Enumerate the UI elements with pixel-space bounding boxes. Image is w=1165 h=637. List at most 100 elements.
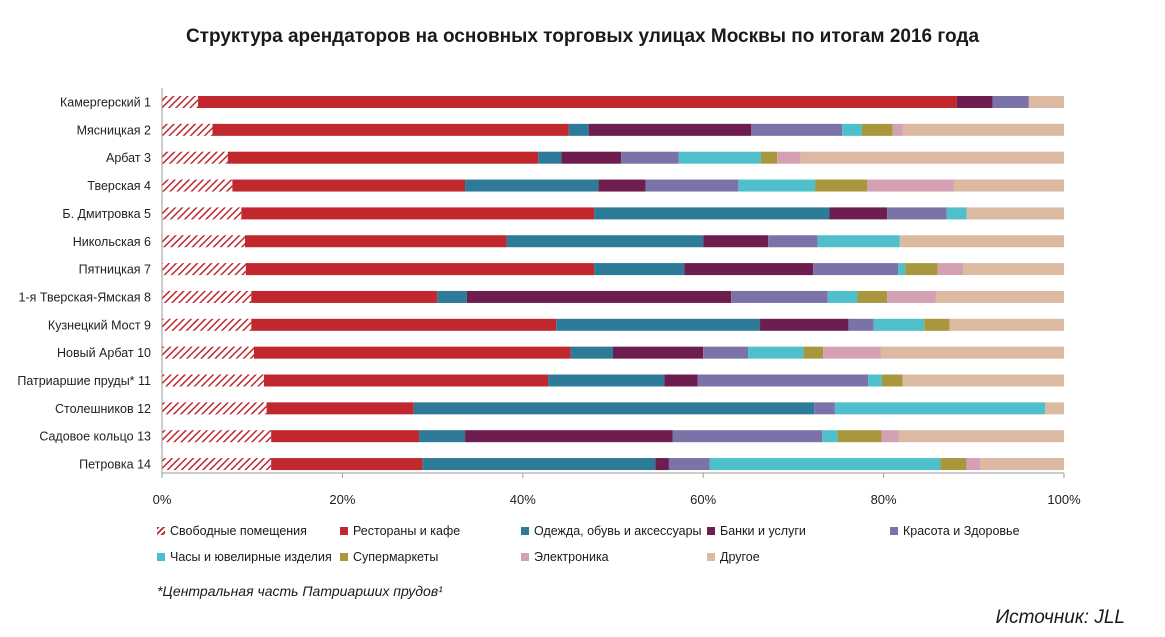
bar-segment-series-8: [935, 290, 1064, 303]
bar-segment-series-8: [902, 123, 1064, 136]
bar-segment-series-6: [881, 374, 903, 387]
category-label: 1-я Тверская-Ямская 8: [19, 290, 152, 304]
legend-item: Рестораны и кафе: [340, 524, 460, 538]
bar-segment-series-1: [241, 207, 595, 220]
bar-segment-series-8: [980, 458, 1064, 471]
bar-segment-series-2: [570, 346, 613, 359]
category-label: Тверская 4: [87, 179, 151, 193]
x-tick-label: 20%: [329, 492, 355, 507]
bar-segment-series-1: [232, 179, 466, 192]
bar-segment-series-1: [245, 263, 595, 276]
bar-segment-series-6: [803, 346, 824, 359]
bar-segment-series-1: [263, 374, 549, 387]
category-label: Пятницкая 7: [79, 263, 151, 277]
bar-segment-series-1: [251, 290, 438, 303]
bar-segment-series-4: [992, 96, 1029, 108]
bar-segment-series-2: [506, 235, 704, 248]
x-tick-label: 40%: [510, 492, 536, 507]
bar-segment-series-1: [271, 430, 420, 443]
legend-label: Одежда, обувь и аксессуары: [534, 524, 702, 538]
bar-segment-series-3: [465, 430, 673, 443]
bar-segment-series-8: [902, 374, 1064, 387]
bar-segment-series-4: [813, 263, 899, 276]
bar-segment-series-5: [678, 151, 761, 164]
bar-segment-series-5: [709, 458, 941, 471]
bar-segment-series-4: [751, 123, 843, 136]
legend-label: Супермаркеты: [353, 550, 439, 564]
bar-segment-series-4: [814, 402, 835, 415]
bar-segment-series-0: [162, 235, 245, 248]
legend-swatch: [521, 553, 529, 561]
bars-layer: [162, 96, 1064, 471]
bar-segment-series-8: [966, 207, 1064, 220]
bar-segment-series-7: [892, 123, 903, 136]
legend-label: Электроника: [534, 550, 609, 564]
legend-label: Рестораны и кафе: [353, 524, 461, 538]
bar-segment-series-3: [829, 207, 888, 220]
bar-segment-series-7: [881, 430, 899, 443]
bar-segment-series-3: [466, 290, 732, 303]
bar-segment-series-6: [857, 290, 888, 303]
bar-segment-series-4: [645, 179, 739, 192]
bar-segment-series-6: [861, 123, 893, 136]
x-tick-label: 80%: [871, 492, 897, 507]
bar-segment-series-1: [198, 96, 957, 108]
bar-segment-series-2: [437, 290, 467, 303]
bar-segment-series-6: [940, 458, 967, 471]
bar-segment-series-5: [898, 263, 906, 276]
legend-swatch: [157, 553, 165, 561]
bar-segment-series-6: [760, 151, 778, 164]
bar-segment-series-4: [768, 235, 818, 248]
bar-segment-series-8: [899, 235, 1064, 248]
source-note: Источник: JLL: [995, 607, 1125, 628]
bar-segment-series-0: [162, 290, 252, 303]
bar-segment-series-2: [568, 123, 589, 136]
category-label: Садовое кольцо 13: [39, 430, 151, 444]
bar-segment-series-0: [162, 151, 228, 164]
bar-segment-series-3: [760, 318, 849, 331]
bar-segment-series-6: [924, 318, 950, 331]
category-label: Мясницкая 2: [77, 123, 151, 137]
x-tick-label: 60%: [690, 492, 716, 507]
bar-segment-series-0: [162, 402, 267, 415]
legend-item: Часы и ювелирные изделия: [157, 550, 332, 564]
bar-segment-series-7: [867, 179, 954, 192]
bar-segment-series-5: [748, 346, 804, 359]
bar-segment-series-3: [664, 374, 698, 387]
bar-segment-series-5: [873, 318, 925, 331]
category-label: Патриаршие пруды* 11: [17, 374, 151, 388]
legend-swatch: [707, 553, 715, 561]
bar-segment-series-8: [949, 318, 1064, 331]
bar-segment-series-5: [834, 402, 1046, 415]
bar-segment-series-0: [162, 430, 272, 443]
bar-segment-series-7: [777, 151, 801, 164]
bar-segment-series-7: [966, 458, 981, 471]
bar-segment-series-2: [465, 179, 599, 192]
bar-segment-series-6: [815, 179, 868, 192]
bar-segment-series-0: [162, 318, 252, 331]
legend-swatch: [521, 527, 529, 535]
bar-segment-series-7: [823, 346, 881, 359]
category-labels: Камергерский 1 Мясницкая 2 Арбат 3 Тверская…: [17, 96, 151, 472]
bar-segment-series-1: [251, 318, 557, 331]
legend-item: Электроника: [521, 550, 609, 564]
bar-segment-series-5: [822, 430, 838, 443]
category-label: Камергерский 1: [60, 96, 151, 110]
x-tick-label: 100%: [1047, 492, 1081, 507]
bar-segment-series-6: [837, 430, 882, 443]
bar-segment-series-5: [817, 235, 900, 248]
legend-item: Свободные помещения: [157, 524, 307, 538]
bar-segment-series-4: [621, 151, 679, 164]
bar-segment-series-1: [244, 235, 507, 248]
bar-segment-series-0: [162, 263, 246, 276]
category-label: Петровка 14: [79, 458, 151, 472]
bar-segment-series-1: [212, 123, 569, 136]
bar-segment-series-2: [422, 458, 656, 471]
legend-swatch: [890, 527, 898, 535]
bar-segment-series-8: [880, 346, 1064, 359]
legend-item: Красота и Здоровье: [890, 524, 1020, 538]
bar-segment-series-0: [162, 123, 213, 136]
bar-segment-series-3: [703, 235, 769, 248]
legend-swatch: [340, 553, 348, 561]
